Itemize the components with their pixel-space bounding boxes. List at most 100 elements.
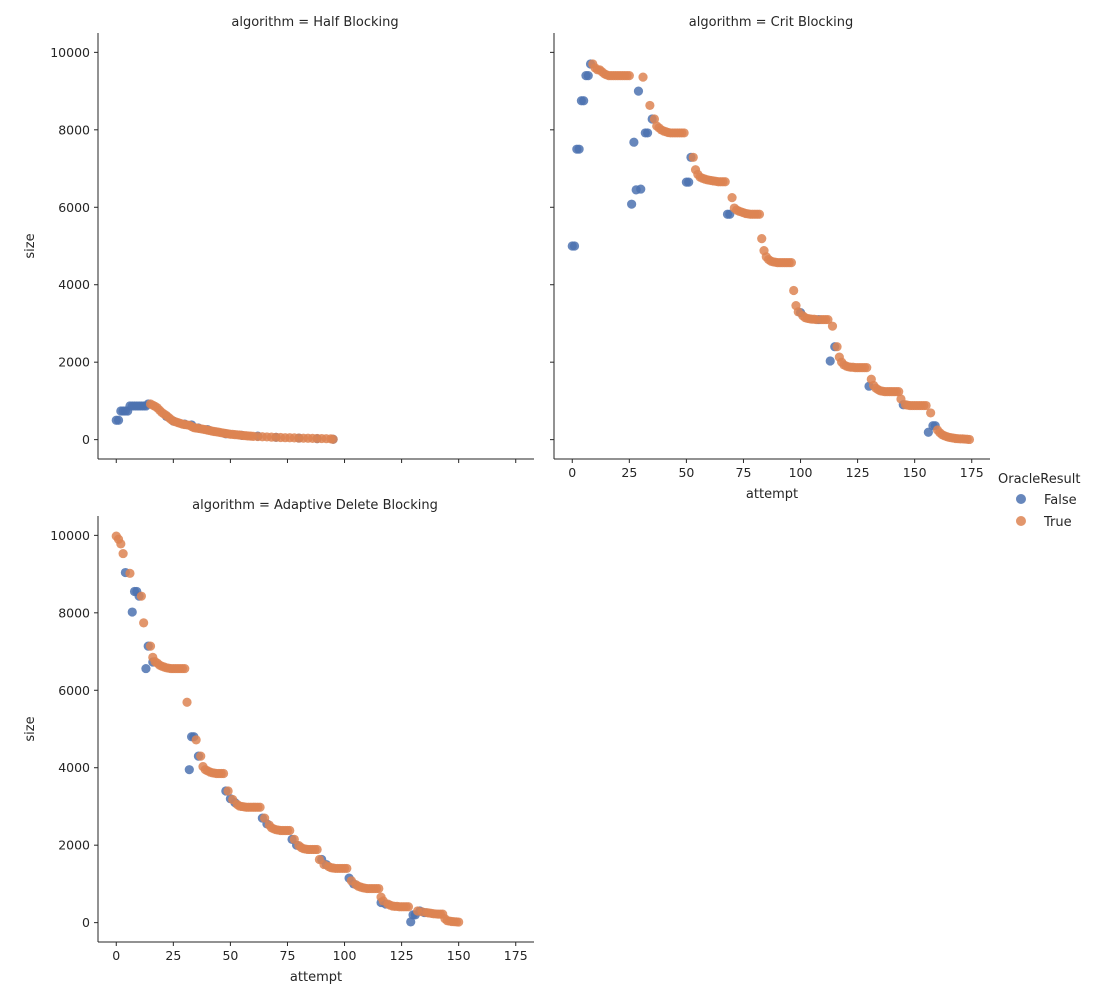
legend-label-true: True [1043, 515, 1072, 530]
data-point [638, 72, 648, 82]
data-point [633, 86, 644, 96]
data-point [923, 427, 933, 437]
data-point [649, 114, 660, 124]
data-point [832, 342, 842, 352]
y-tick-label: 2000 [58, 355, 90, 370]
y-tick-label: 0 [82, 432, 90, 447]
facet-title-adaptive-delete-blocking: algorithm = Adaptive Delete Blocking [192, 498, 438, 513]
data-point [583, 71, 593, 81]
x-tick-label: 25 [165, 948, 181, 963]
data-point [629, 137, 639, 147]
facet-panel-crit-blocking: algorithm = Crit Blocking 0 25 50 75 100 125 1… [550, 15, 990, 502]
y-tick-label: 6000 [58, 683, 90, 698]
y-tick-label: 10000 [50, 45, 90, 60]
data-point [191, 735, 201, 745]
y-tick-label: 10000 [50, 528, 90, 543]
data-point [136, 591, 146, 601]
facet-panel-half-blocking: algorithm = Half Blocking 0 2000 4000 6000 8… [23, 15, 534, 463]
data-point [116, 539, 126, 549]
series-false [567, 59, 940, 437]
data-point [196, 751, 206, 761]
data-point [125, 568, 135, 578]
legend-label-false: False [1044, 493, 1077, 508]
legend-title: OracleResult [998, 472, 1080, 487]
y-tick-label: 0 [82, 915, 90, 930]
data-point [757, 234, 767, 244]
data-point [627, 199, 637, 209]
data-point [255, 802, 265, 812]
data-point [921, 400, 931, 411]
x-tick-label: 50 [222, 948, 238, 963]
y-tick-label: 4000 [58, 760, 90, 775]
facet-panel-adaptive-delete-blocking: algorithm = Adaptive Delete Blocking 0 20… [23, 498, 534, 985]
data-point [754, 209, 765, 219]
facet-title-half-blocking: algorithm = Half Blocking [231, 15, 398, 30]
data-point [184, 765, 194, 775]
data-point [926, 408, 936, 418]
x-tick-label: 100 [789, 465, 813, 480]
series-true [145, 399, 338, 444]
data-point [118, 548, 128, 559]
x-tick-label: 0 [568, 465, 576, 480]
legend-marker-false [1016, 494, 1026, 504]
data-point [894, 387, 904, 397]
y-tick-label: 8000 [58, 122, 90, 137]
series-true [588, 59, 975, 445]
legend-marker-true [1016, 516, 1026, 526]
x-tick-label: 0 [112, 948, 120, 963]
data-point [569, 241, 580, 251]
data-point [862, 363, 872, 373]
x-tick-label: 50 [678, 465, 694, 480]
y-tick-label: 4000 [58, 277, 90, 292]
facet-title-crit-blocking: algorithm = Crit Blocking [689, 15, 853, 30]
data-point [141, 663, 151, 674]
data-point [679, 128, 689, 138]
data-point [374, 883, 384, 894]
data-point [579, 96, 589, 106]
data-point [727, 192, 737, 203]
x-tick-label: 75 [736, 465, 752, 480]
data-point [574, 144, 584, 154]
x-tick-label: 25 [621, 465, 637, 480]
x-tick-label: 125 [846, 465, 870, 480]
data-point [406, 917, 416, 927]
data-point [642, 128, 653, 138]
x-tick-label: 100 [333, 948, 357, 963]
data-point [789, 285, 799, 296]
data-point [827, 321, 838, 331]
data-point [328, 434, 338, 444]
data-point [139, 618, 149, 628]
x-tick-label: 75 [280, 948, 296, 963]
x-tick-label: 150 [447, 948, 471, 963]
data-point [260, 813, 270, 823]
data-point [636, 184, 646, 194]
y-axis-label: size [23, 716, 38, 741]
x-tick-label: 175 [960, 465, 984, 480]
data-point [285, 825, 295, 836]
data-point [645, 100, 655, 111]
data-point [113, 415, 124, 425]
data-point [182, 697, 192, 707]
x-tick-label: 175 [504, 948, 528, 963]
data-point [312, 844, 322, 855]
data-point [688, 152, 698, 162]
data-point [823, 314, 833, 325]
x-axis-label: attempt [746, 487, 798, 502]
data-point [454, 917, 464, 927]
data-point [180, 663, 190, 674]
x-tick-label: 125 [390, 948, 414, 963]
data-point [786, 258, 797, 268]
data-point [127, 607, 137, 617]
y-axis-label: size [23, 233, 38, 258]
legend: OracleResult False True [998, 472, 1080, 530]
y-tick-label: 8000 [58, 605, 90, 620]
data-point [218, 768, 229, 779]
data-point [223, 786, 233, 796]
x-axis-label: attempt [290, 970, 342, 985]
data-point [825, 356, 835, 366]
series-true [111, 531, 464, 927]
data-point [720, 177, 730, 187]
x-tick-label: 150 [903, 465, 927, 480]
y-tick-label: 2000 [58, 838, 90, 853]
data-point [684, 177, 694, 187]
